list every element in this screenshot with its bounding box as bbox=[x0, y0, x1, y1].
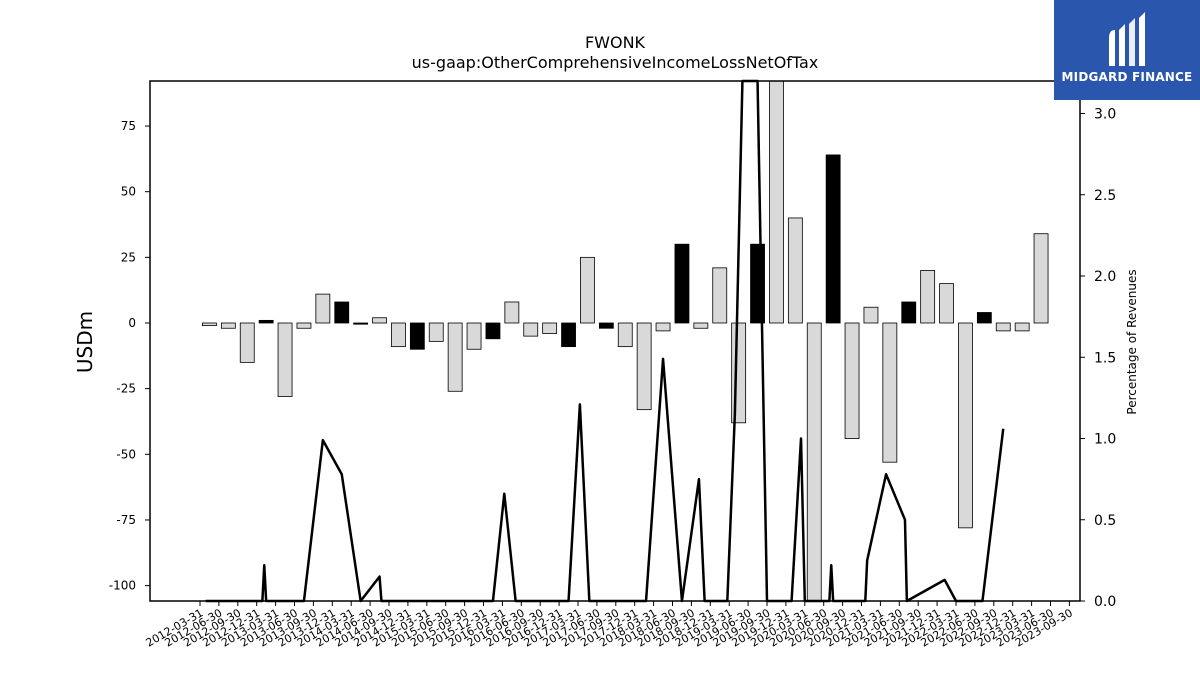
bar bbox=[693, 322, 709, 329]
line-layer bbox=[205, 79, 1005, 603]
bar bbox=[825, 154, 841, 324]
bar bbox=[712, 267, 728, 324]
bar bbox=[731, 322, 747, 424]
logo-text: MIDGARD FINANCE bbox=[1061, 70, 1193, 84]
y2-ticks: 0.0 0.5 1.0 1.5 2.0 2.5 3.0 bbox=[1080, 107, 1116, 610]
bar bbox=[409, 322, 425, 350]
bar bbox=[787, 217, 803, 324]
bar bbox=[939, 283, 954, 324]
y2-tick-label: 0.0 bbox=[1094, 594, 1116, 610]
bar bbox=[580, 256, 595, 324]
bar bbox=[995, 322, 1011, 332]
bar bbox=[296, 322, 312, 329]
bar bbox=[523, 322, 539, 337]
bar bbox=[353, 322, 369, 325]
y-tick-label: 75 bbox=[121, 119, 136, 133]
bars-layer bbox=[202, 80, 1049, 602]
chart-subtitle: us-gaap:OtherComprehensiveIncomeLossNetO… bbox=[412, 53, 819, 72]
logo-mark-icon bbox=[1109, 12, 1145, 66]
y2-tick-label: 1.5 bbox=[1094, 350, 1116, 366]
bar bbox=[561, 322, 576, 348]
y-tick-label: 0 bbox=[128, 316, 136, 330]
bar bbox=[674, 243, 690, 324]
bar bbox=[372, 317, 387, 324]
bar bbox=[504, 301, 520, 324]
x-ticks: 2012-03-312012-06-302012-09-302012-12-31… bbox=[144, 601, 1075, 650]
bar bbox=[466, 322, 482, 350]
bar bbox=[542, 322, 558, 334]
y2-tick-label: 2.5 bbox=[1094, 188, 1116, 204]
midgard-finance-logo: MIDGARD FINANCE bbox=[1054, 0, 1200, 100]
bar bbox=[655, 322, 671, 332]
y2-tick-label: 1.0 bbox=[1094, 432, 1116, 448]
y-tick-label: 50 bbox=[121, 185, 136, 199]
bar bbox=[447, 322, 463, 392]
y-ticks: 75 50 25 0 -25 -50 -75 -100 bbox=[109, 119, 150, 593]
revenue-percentage-line bbox=[205, 79, 1005, 603]
y-tick-label: 25 bbox=[121, 250, 136, 264]
bar bbox=[258, 319, 274, 324]
bar bbox=[806, 322, 822, 602]
bar bbox=[976, 312, 992, 324]
chart-title: FWONK bbox=[585, 33, 646, 52]
y2-tick-label: 2.0 bbox=[1094, 269, 1116, 285]
bar bbox=[958, 322, 973, 529]
plot-frame bbox=[149, 80, 1081, 602]
y-tick-label: -50 bbox=[116, 447, 136, 461]
bar bbox=[863, 306, 879, 324]
y-tick-label: -25 bbox=[116, 382, 136, 396]
bar bbox=[315, 293, 331, 324]
y-tick-label: -100 bbox=[109, 579, 136, 593]
bar bbox=[617, 322, 633, 348]
y-tick-label: -75 bbox=[116, 513, 136, 527]
bar bbox=[485, 322, 501, 340]
bar bbox=[844, 322, 860, 439]
bar bbox=[391, 322, 406, 348]
bar bbox=[202, 322, 217, 327]
bar bbox=[220, 322, 236, 329]
bar bbox=[882, 322, 898, 463]
bar bbox=[239, 322, 255, 363]
bar bbox=[1033, 233, 1049, 324]
y2-tick-label: 3.0 bbox=[1094, 107, 1116, 123]
bar bbox=[1014, 322, 1030, 332]
bar bbox=[334, 301, 350, 324]
y2-tick-label: 0.5 bbox=[1094, 513, 1116, 529]
bar bbox=[428, 322, 444, 342]
bar bbox=[920, 270, 936, 324]
bar bbox=[598, 322, 614, 329]
y2-axis-label: Percentage of Revenues bbox=[1125, 269, 1139, 414]
bar bbox=[636, 322, 652, 411]
bar bbox=[277, 322, 293, 397]
bar bbox=[769, 80, 784, 324]
y-axis-label: USDm bbox=[73, 311, 97, 373]
bar bbox=[901, 301, 917, 324]
